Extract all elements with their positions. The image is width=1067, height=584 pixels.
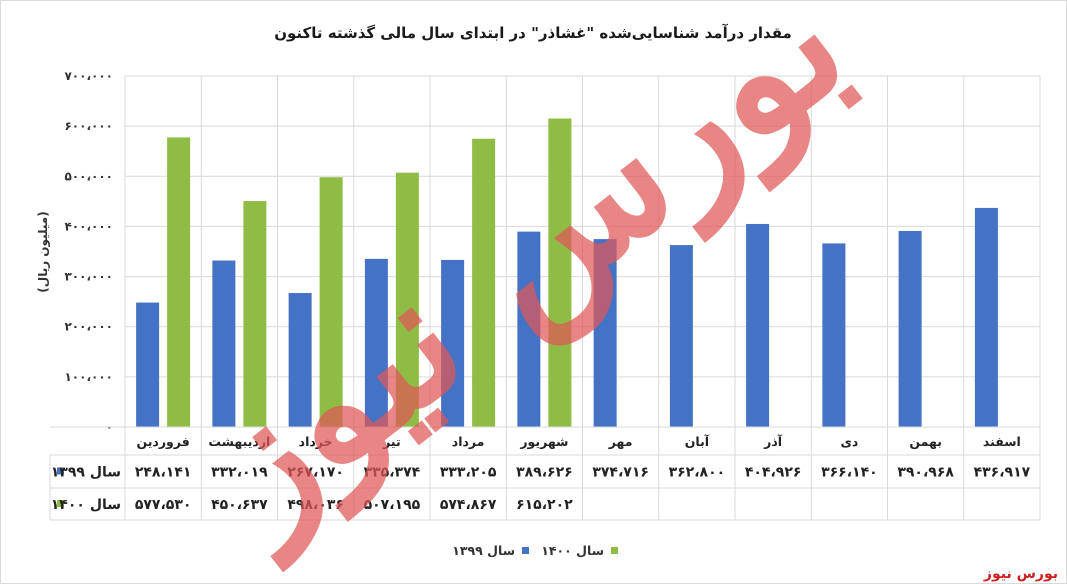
legend-key [611, 547, 618, 554]
y-tick-label: ۶۰۰،۰۰۰ [64, 119, 113, 133]
legend-label: سال ۱۳۹۹ [452, 543, 515, 558]
legend-key [522, 547, 529, 554]
bar-series1-8 [669, 245, 693, 427]
table-cell-value: ۳۳۵،۳۷۴ [364, 465, 421, 481]
table-cell-value: ۴۹۸،۰۳۶ [287, 497, 344, 513]
table-cell-value: ۴۳۶،۹۱۷ [974, 465, 1031, 481]
category-label: تیر [382, 434, 401, 449]
category-label: فروردین [136, 434, 189, 449]
y-tick-label: ۳۰۰،۰۰۰ [64, 270, 113, 284]
table-cell-value: ۳۳۲،۰۱۹ [211, 465, 268, 481]
y-axis-label: (میلیون ریال) [36, 211, 51, 292]
category-label: مرداد [452, 434, 485, 449]
table-cell-value: ۳۸۹،۶۲۶ [516, 465, 573, 481]
bars [136, 118, 998, 428]
table-cell-value: ۳۶۲،۸۰۰ [669, 465, 726, 481]
table-cell-value: ۶۱۵،۲۰۲ [516, 497, 573, 513]
y-tick-label: ۲۰۰،۰۰۰ [64, 320, 113, 334]
watermark-logo: بورس نیوز [158, 0, 884, 573]
y-tick-label: ۱۰۰،۰۰۰ [64, 370, 113, 384]
grid-lines [124, 75, 1041, 428]
y-tick-label: ۷۰۰،۰۰۰ [64, 69, 113, 83]
table-legend-key [57, 467, 64, 475]
category-label: اردیبهشت [208, 434, 270, 449]
bar-series1-5 [441, 259, 465, 427]
bar-series2-3 [319, 177, 343, 427]
bar-series1-3 [288, 293, 312, 427]
table-cell-value: ۲۴۸،۱۴۱ [135, 465, 192, 481]
bar-series1-9 [746, 223, 770, 427]
category-label: اسفند [983, 434, 1021, 449]
bar-series1-7 [593, 239, 617, 427]
category-label: شهریور [519, 434, 568, 449]
bar-series2-1 [167, 137, 191, 427]
bar-series2-6 [548, 118, 572, 427]
bar-series2-4 [395, 172, 419, 427]
bar-series1-4 [364, 258, 388, 427]
table-cell-value: ۵۷۴،۸۶۷ [440, 497, 497, 513]
table-cell-value: ۲۶۷،۱۷۰ [287, 465, 344, 481]
legend-label: سال ۱۴۰۰ [541, 543, 604, 558]
chart-title: مقدار درآمد شناسایی‌شده "غشاذر" در ابتدا… [274, 24, 792, 42]
table-cell-value: ۴۰۴،۹۲۶ [745, 465, 802, 481]
legend: سال ۱۴۰۰ سال ۱۳۹۹ [452, 543, 618, 558]
table-cell-value: ۳۷۴،۷۱۶ [592, 465, 649, 481]
table-series-name: سال ۱۳۹۹ [51, 465, 121, 481]
bar-series1-10 [822, 243, 846, 427]
category-label: بهمن [909, 434, 942, 449]
bar-series1-12 [974, 207, 998, 427]
bar-series1-11 [898, 230, 922, 427]
category-label: مهر [608, 434, 633, 449]
table-cell-value: ۳۳۳،۲۰۵ [440, 465, 497, 481]
category-label: آذر [763, 434, 783, 449]
table-series-name: سال ۱۴۰۰ [51, 497, 121, 513]
table-cell-value: ۴۵۰،۶۳۷ [211, 497, 268, 513]
y-tick-labels: ۰۱۰۰،۰۰۰۲۰۰،۰۰۰۳۰۰،۰۰۰۴۰۰،۰۰۰۵۰۰،۰۰۰۶۰۰،… [64, 69, 113, 434]
category-label: خرداد [299, 434, 333, 449]
table-cell-value: ۳۹۰،۹۶۸ [897, 465, 954, 481]
bar-series1-1 [136, 302, 160, 427]
data-table: فروردین اردیبهشت خرداد تیر مرداد شهریور مهر آبا… [49, 426, 1041, 521]
y-tick-label: ۴۰۰،۰۰۰ [64, 219, 113, 233]
table-cell-value: ۳۶۶،۱۴۰ [821, 465, 878, 481]
bar-series1-2 [212, 260, 236, 427]
category-label: دی [840, 434, 858, 449]
category-label: آبان [685, 434, 710, 449]
watermark-text: بورس نیوز [158, 0, 884, 573]
bar-series2-2 [243, 201, 267, 427]
bar-series2-5 [472, 138, 496, 428]
bar-series1-6 [517, 231, 541, 427]
table-cell-value: ۵۷۷،۵۳۰ [135, 497, 192, 513]
source-label: بورس نیوز [983, 566, 1058, 582]
y-tick-label: ۵۰۰،۰۰۰ [64, 169, 113, 183]
table-legend-key [57, 500, 64, 507]
table-cell-value: ۵۰۷،۱۹۵ [364, 497, 421, 513]
